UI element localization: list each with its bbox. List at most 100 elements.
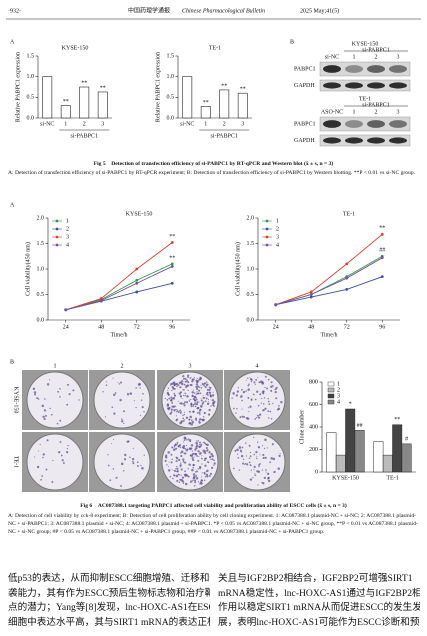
colony — [170, 408, 173, 411]
colony — [41, 475, 44, 477]
colony — [264, 407, 267, 410]
colony — [182, 389, 184, 391]
colony — [182, 417, 185, 420]
colony — [173, 394, 176, 397]
colony — [258, 381, 261, 384]
colony — [119, 398, 122, 402]
legend-marker — [55, 243, 59, 247]
lane-label: 2 — [375, 109, 378, 115]
text-line: 作用以稳定SIRT1 mRNA从而促进ESCC的发生发 — [218, 602, 420, 613]
point — [345, 262, 349, 266]
legend-label: 4 — [337, 399, 340, 405]
colony — [51, 480, 54, 483]
colony — [247, 384, 250, 387]
colony — [192, 463, 195, 467]
colony — [173, 446, 175, 448]
colony — [279, 453, 281, 455]
colony — [204, 457, 207, 460]
colony — [249, 377, 251, 379]
colony — [178, 458, 181, 462]
colony — [254, 418, 257, 420]
colony — [264, 456, 267, 459]
colony — [173, 384, 175, 387]
x-axis-label: Time/h — [110, 332, 127, 338]
colony — [179, 478, 182, 481]
colony — [187, 376, 189, 379]
y-tick-label: 600 — [309, 402, 318, 408]
colony — [193, 410, 195, 413]
body-column: 低p53的表达，从而抑制ESCC细胞增殖、迁移和侵 袭能力，其有作为ESCC预后生… — [8, 572, 210, 630]
x-tick-label: 1 — [204, 121, 207, 127]
colony — [188, 422, 191, 425]
colony — [190, 419, 193, 422]
colony — [240, 388, 243, 391]
plate — [93, 371, 151, 429]
colony — [208, 401, 210, 403]
colony — [167, 387, 170, 389]
colony — [236, 407, 238, 410]
colony — [189, 376, 192, 379]
colony — [182, 374, 185, 378]
text-line: 细胞中表达水平高，其与SIRT1 mRNA的表达正相 — [8, 616, 210, 628]
colony — [185, 386, 187, 389]
colony — [253, 465, 256, 468]
colony — [253, 453, 256, 456]
colony — [60, 454, 63, 457]
blot-title: TE-1 — [359, 96, 371, 102]
colony — [212, 458, 214, 460]
colony — [185, 392, 187, 394]
colony — [182, 458, 185, 461]
series-line — [65, 266, 173, 311]
colony — [193, 376, 195, 379]
colony — [239, 396, 241, 398]
colony — [186, 448, 189, 451]
colony — [212, 404, 215, 407]
colony — [180, 468, 183, 471]
series-line — [65, 263, 173, 311]
colony — [204, 459, 206, 461]
colony — [259, 463, 261, 465]
bar — [354, 430, 365, 473]
colony — [190, 454, 192, 456]
colony — [270, 457, 273, 460]
y-tick-label: 1.5 — [247, 241, 255, 247]
colony — [46, 383, 50, 386]
blot-band — [323, 120, 341, 128]
colony — [197, 407, 200, 409]
colony — [135, 387, 137, 389]
colony — [269, 461, 272, 464]
colony — [105, 381, 107, 383]
colony — [183, 439, 186, 441]
colony — [34, 456, 36, 458]
bar — [200, 106, 211, 119]
colony — [237, 456, 240, 459]
colony — [56, 422, 59, 425]
colony — [259, 454, 261, 456]
row-label: PABPC1 — [294, 121, 315, 127]
colony — [195, 441, 198, 445]
colony — [194, 479, 197, 482]
colony — [190, 398, 192, 401]
colony — [190, 447, 193, 450]
colony — [37, 450, 39, 452]
colony — [205, 383, 209, 387]
colony — [170, 461, 173, 464]
fig5-caption-title: Fig 5 Detection of transfection efficien… — [93, 161, 334, 167]
colony — [245, 463, 249, 466]
colony — [256, 390, 259, 393]
colony — [268, 417, 270, 419]
colony — [239, 416, 242, 419]
panel-label: B — [290, 39, 294, 45]
colony — [171, 386, 175, 389]
row-label: GAPDH — [294, 83, 315, 89]
y-tick-label: 0.5 — [37, 292, 45, 298]
colony — [278, 405, 280, 407]
colony — [107, 454, 109, 456]
colony — [169, 397, 171, 399]
colony — [275, 386, 278, 389]
colony — [178, 474, 181, 476]
colony — [121, 420, 124, 423]
legend-label: 2 — [337, 387, 340, 393]
significance: ** — [203, 100, 209, 106]
point — [345, 288, 349, 291]
